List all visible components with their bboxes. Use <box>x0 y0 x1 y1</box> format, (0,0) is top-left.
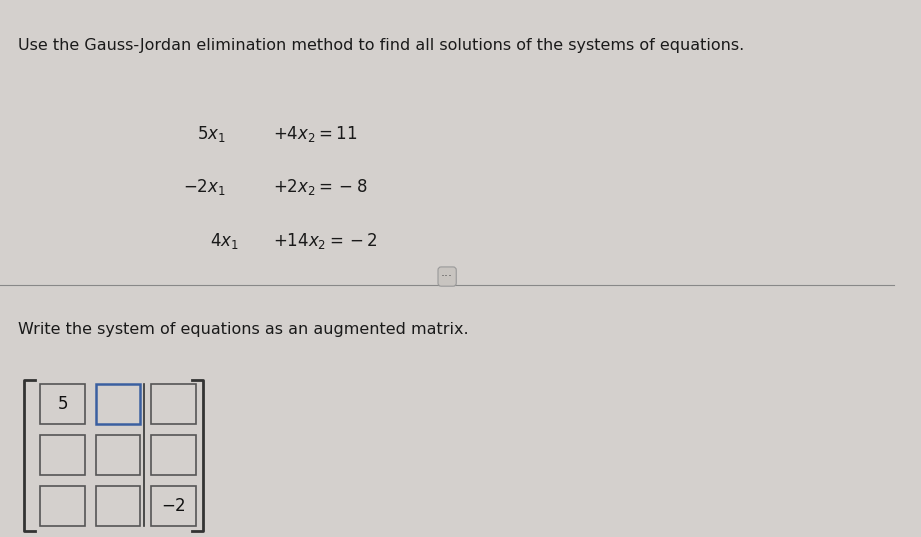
Text: $5x_1$: $5x_1$ <box>197 124 226 143</box>
Text: $+4x_2 = 11$: $+4x_2 = 11$ <box>273 124 357 143</box>
Bar <box>41 486 85 526</box>
Text: ···: ··· <box>441 270 453 283</box>
Bar <box>96 486 140 526</box>
Bar <box>151 384 196 424</box>
Bar <box>41 384 85 424</box>
Text: Write the system of equations as an augmented matrix.: Write the system of equations as an augm… <box>17 322 469 337</box>
Text: $-2x_1$: $-2x_1$ <box>183 177 226 197</box>
Bar <box>41 435 85 475</box>
Text: $4x_1$: $4x_1$ <box>210 231 239 251</box>
Text: $+2x_2 = -8$: $+2x_2 = -8$ <box>273 177 367 197</box>
Bar <box>96 384 140 424</box>
Text: Use the Gauss-Jordan elimination method to find all solutions of the systems of : Use the Gauss-Jordan elimination method … <box>17 38 744 53</box>
Text: $+14x_2 = -2$: $+14x_2 = -2$ <box>273 231 378 251</box>
Text: $-2$: $-2$ <box>161 497 186 515</box>
Bar <box>96 435 140 475</box>
Text: 5: 5 <box>57 395 68 413</box>
Bar <box>151 435 196 475</box>
Bar <box>151 486 196 526</box>
